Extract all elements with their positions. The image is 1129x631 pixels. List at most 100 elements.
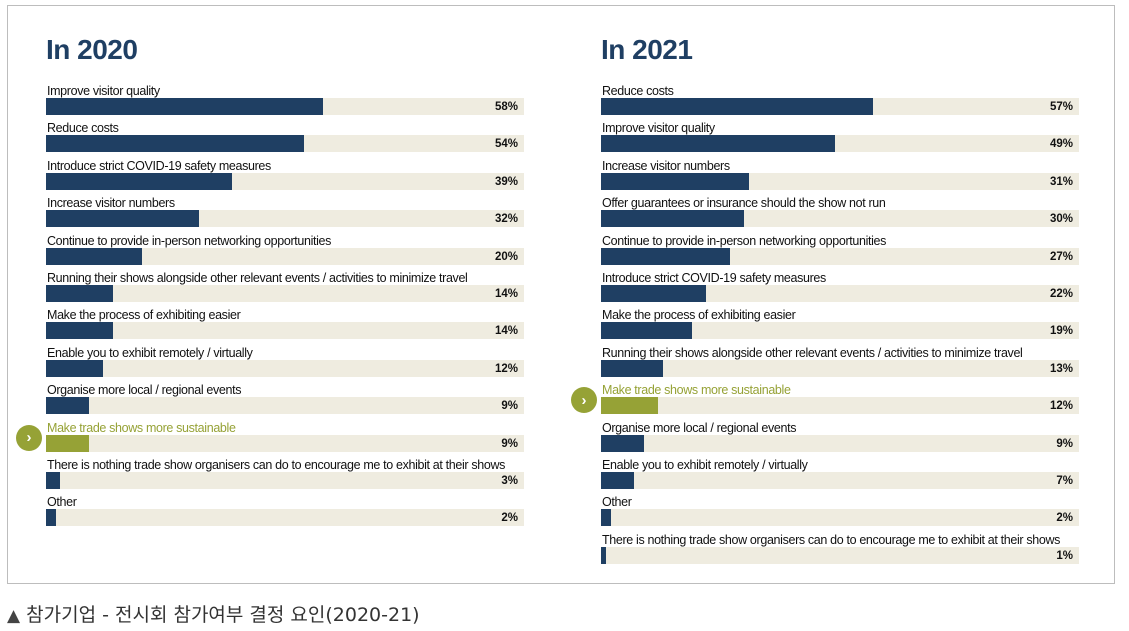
bar-row: Improve visitor quality 58% bbox=[46, 84, 524, 121]
bar-row: There is nothing trade show organisers c… bbox=[601, 533, 1079, 570]
chart-title-2021: In 2021 bbox=[601, 34, 693, 65]
bar-track: 13% bbox=[601, 359, 1079, 377]
bar-row: Enable you to exhibit remotely / virtual… bbox=[46, 346, 524, 383]
bar bbox=[601, 98, 874, 115]
bar-track: 1% bbox=[601, 546, 1079, 564]
bar bbox=[601, 247, 731, 265]
bar-value-label: 30% bbox=[1049, 213, 1073, 226]
bar bbox=[46, 434, 90, 452]
bar bbox=[46, 172, 233, 190]
bar-track: 14% bbox=[46, 322, 524, 340]
bar-row: Increase visitor numbers 31% bbox=[601, 159, 1079, 196]
bar-value-label: 14% bbox=[494, 287, 518, 300]
bar-track: 12% bbox=[601, 397, 1079, 415]
bar-track: 9% bbox=[46, 434, 524, 452]
bar-label: Continue to provide in-person networking… bbox=[47, 233, 332, 248]
bar-value-label: 1% bbox=[1056, 549, 1073, 562]
bar-label: Introduce strict COVID-19 safety measure… bbox=[602, 270, 826, 285]
chart-panel-2021: In 2021 Reduce costs 57% Improve visitor q… bbox=[571, 6, 1081, 581]
bar bbox=[601, 397, 659, 415]
bar-row: Enable you to exhibit remotely / virtual… bbox=[601, 458, 1079, 495]
bar bbox=[601, 322, 692, 340]
bar bbox=[46, 210, 199, 228]
bar-track: 2% bbox=[601, 509, 1079, 527]
bar-value-label: 2% bbox=[501, 512, 518, 525]
bar-value-label: 13% bbox=[1049, 362, 1073, 375]
bar-track: 7% bbox=[601, 471, 1079, 489]
bar bbox=[601, 210, 745, 228]
bar-label: Increase visitor numbers bbox=[602, 158, 730, 173]
bar bbox=[601, 359, 664, 377]
bar bbox=[46, 135, 305, 153]
bar-label: Make trade shows more sustainable bbox=[602, 383, 791, 398]
bar-row: Continue to provide in-person networking… bbox=[601, 234, 1079, 271]
bar-row: › Make trade shows more sustainable 12% bbox=[571, 383, 1079, 420]
bar-track: 27% bbox=[601, 247, 1079, 265]
bar-track: 31% bbox=[601, 172, 1079, 190]
bar-label: Make the process of exhibiting easier bbox=[602, 308, 796, 323]
bar-row: › Make trade shows more sustainable 9% bbox=[16, 420, 524, 458]
bar-value-label: 9% bbox=[501, 400, 518, 413]
bar-row: There is nothing trade show organisers c… bbox=[46, 458, 524, 495]
bar-row: Running their shows alongside other rele… bbox=[601, 346, 1079, 383]
bar-list-2021: Reduce costs 57% Improve visitor quality 49… bbox=[571, 84, 1079, 570]
bar-value-label: 49% bbox=[1049, 138, 1073, 151]
bar bbox=[601, 284, 707, 302]
bar bbox=[46, 359, 104, 377]
bar-row: Make the process of exhibiting easier 19% bbox=[601, 308, 1079, 345]
bar bbox=[601, 509, 611, 527]
bar-track: 19% bbox=[601, 322, 1079, 340]
chevron-right-circle-icon: › bbox=[16, 424, 42, 451]
bar-value-label: 27% bbox=[1049, 250, 1073, 263]
bar-label: Reduce costs bbox=[47, 121, 119, 136]
bar-track: 49% bbox=[601, 135, 1079, 153]
bar bbox=[46, 471, 61, 489]
bar-track: 20% bbox=[46, 247, 524, 265]
bar-track: 57% bbox=[601, 98, 1079, 115]
bar bbox=[46, 397, 90, 415]
bar-label: Running their shows alongside other rele… bbox=[602, 345, 1023, 360]
bar-value-label: 32% bbox=[494, 213, 518, 226]
bar-row: Other 2% bbox=[601, 495, 1079, 532]
bar-track: 30% bbox=[601, 210, 1079, 228]
bar-value-label: 31% bbox=[1049, 175, 1073, 188]
bar-value-label: 57% bbox=[1049, 101, 1073, 113]
bar-row: Organise more local / regional events 9% bbox=[601, 421, 1079, 458]
bar-label: Improve visitor quality bbox=[602, 121, 715, 136]
bar-value-label: 12% bbox=[494, 362, 518, 375]
bar-value-label: 22% bbox=[1049, 287, 1073, 300]
bar-row: Running their shows alongside other rele… bbox=[46, 271, 524, 308]
bar-label: Make trade shows more sustainable bbox=[47, 420, 236, 435]
bar-track: 54% bbox=[46, 135, 524, 153]
bar-track: 22% bbox=[601, 284, 1079, 302]
bar-value-label: 14% bbox=[494, 325, 518, 338]
bar-value-label: 20% bbox=[494, 250, 518, 263]
bar-label: Introduce strict COVID-19 safety measure… bbox=[47, 158, 271, 173]
bar-value-label: 7% bbox=[1056, 474, 1073, 487]
bar-label: Offer guarantees or insurance should the… bbox=[602, 196, 886, 211]
bar-row: Other 2% bbox=[46, 495, 524, 532]
bar-row: Improve visitor quality 49% bbox=[601, 121, 1079, 158]
bar bbox=[601, 471, 635, 489]
bar-value-label: 58% bbox=[494, 101, 518, 113]
bar-label: Organise more local / regional events bbox=[47, 383, 242, 398]
bar-track: 58% bbox=[46, 98, 524, 115]
bar-row: Increase visitor numbers 32% bbox=[46, 196, 524, 233]
triangle-up-icon: ▲ bbox=[7, 606, 21, 626]
bar-row: Reduce costs 57% bbox=[601, 84, 1079, 121]
bar-label: Organise more local / regional events bbox=[602, 420, 797, 435]
bar bbox=[46, 509, 56, 527]
bar-value-label: 12% bbox=[1049, 400, 1073, 413]
bar-track: 9% bbox=[46, 397, 524, 415]
bar-value-label: 9% bbox=[1056, 437, 1073, 450]
bar-value-label: 54% bbox=[494, 138, 518, 151]
bar-label: Improve visitor quality bbox=[47, 84, 160, 98]
bar-row: Offer guarantees or insurance should the… bbox=[601, 196, 1079, 233]
bar-label: There is nothing trade show organisers c… bbox=[602, 532, 1061, 547]
bar-track: 12% bbox=[46, 359, 524, 377]
bar-label: Increase visitor numbers bbox=[47, 196, 175, 211]
bar-label: Enable you to exhibit remotely / virtual… bbox=[602, 457, 808, 472]
bar-label: Continue to provide in-person networking… bbox=[602, 233, 887, 248]
bar-row: Introduce strict COVID-19 safety measure… bbox=[601, 271, 1079, 308]
bar-value-label: 2% bbox=[1056, 512, 1073, 525]
